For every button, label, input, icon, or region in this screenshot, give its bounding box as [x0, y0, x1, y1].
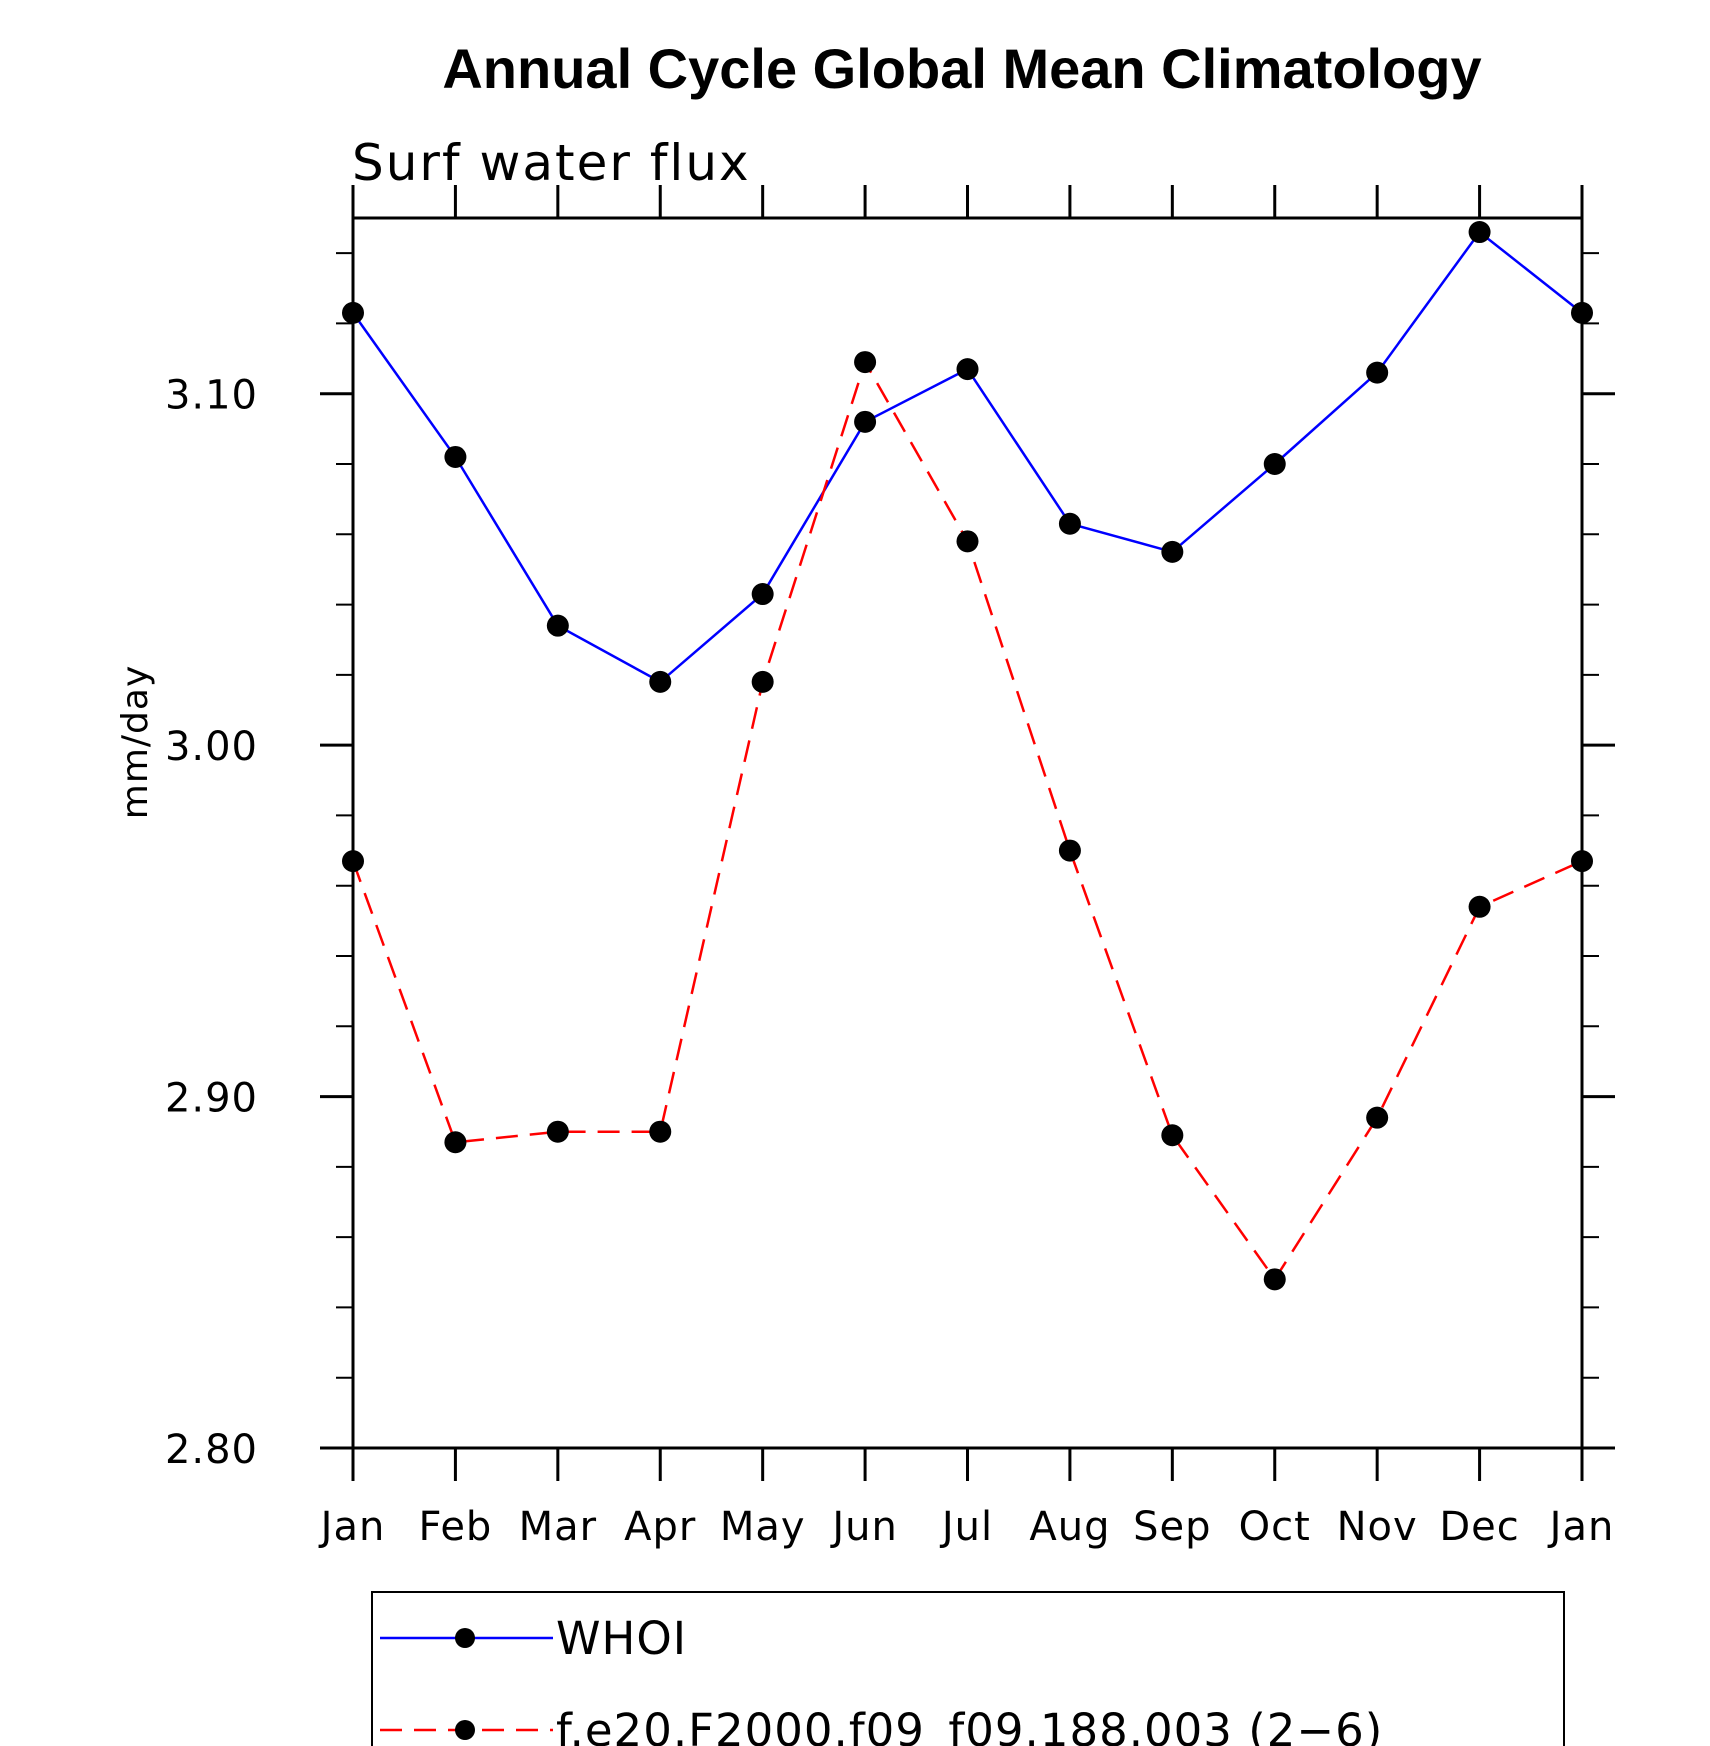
data-point: [751, 670, 774, 693]
data-point: [1366, 361, 1389, 384]
data-point: [1571, 850, 1593, 873]
data-point: [546, 614, 569, 637]
data-point: [751, 583, 774, 606]
x-tick-label: Feb: [419, 1504, 493, 1550]
y-tick-label: 2.90: [165, 1076, 258, 1122]
data-point: [1161, 540, 1184, 563]
data-point: [854, 410, 877, 433]
data-point: [546, 1120, 569, 1143]
x-tick-label: Jul: [939, 1504, 993, 1550]
x-tick-label: May: [720, 1504, 806, 1550]
data-point: [1058, 512, 1081, 535]
x-tick-label: Dec: [1439, 1504, 1519, 1550]
legend-marker: [455, 1628, 475, 1648]
x-tick-label: Oct: [1239, 1504, 1311, 1550]
x-tick-label: Sep: [1133, 1504, 1211, 1550]
x-tick-label: Apr: [624, 1504, 696, 1550]
data-point: [649, 1120, 672, 1143]
legend-marker: [455, 1720, 475, 1740]
legend-label: WHOI: [556, 1612, 687, 1665]
legend-box: [371, 1591, 1565, 1746]
data-point: [444, 1131, 467, 1154]
data-point: [342, 850, 364, 873]
data-point: [1366, 1106, 1389, 1129]
data-point: [1468, 895, 1491, 918]
data-point: [649, 670, 672, 693]
plot-frame: [351, 216, 1584, 1450]
x-tick-label: Jun: [829, 1504, 898, 1550]
data-point: [1263, 453, 1286, 475]
legend: WHOI f.e20.F2000.f09_f09.188.003 (2−6): [380, 1612, 1383, 1746]
y-tick-label: 3.10: [165, 373, 258, 419]
data-point: [1263, 1268, 1286, 1291]
tick-labels: Jan Feb Mar Apr May Jun Jul Aug Sep Oct Nov Dec Jan 2…: [165, 373, 1615, 1550]
y-tick-label: 3.00: [165, 724, 258, 770]
chart-subtitle: Surf water flux: [352, 134, 751, 192]
x-tick-label: Jan: [318, 1504, 386, 1550]
x-tick-label: Mar: [519, 1504, 597, 1550]
series-line-2: [351, 359, 1583, 1282]
data-point: [854, 351, 877, 374]
x-tick-label: Nov: [1337, 1504, 1418, 1550]
series-line-1: [351, 230, 1583, 684]
series-markers: [342, 221, 1593, 1291]
series-lines: [351, 230, 1583, 1282]
legend-label: f.e20.F2000.f09_f09.188.003 (2−6): [556, 1704, 1383, 1746]
data-point: [956, 358, 979, 381]
x-tick-label: Jan: [1547, 1504, 1615, 1550]
data-point: [1058, 839, 1081, 862]
data-point: [444, 445, 467, 468]
chart-title: Annual Cycle Global Mean Climatology: [442, 37, 1481, 100]
y-tick-label: 2.80: [165, 1427, 258, 1473]
data-point: [342, 301, 364, 324]
y-axis-label: mm/day: [115, 665, 156, 819]
data-point: [1161, 1124, 1184, 1147]
data-point: [1468, 221, 1491, 244]
data-point: [956, 530, 979, 553]
axis-ticks: [320, 185, 1615, 1481]
data-point: [1571, 301, 1593, 324]
x-tick-label: Aug: [1029, 1504, 1110, 1550]
